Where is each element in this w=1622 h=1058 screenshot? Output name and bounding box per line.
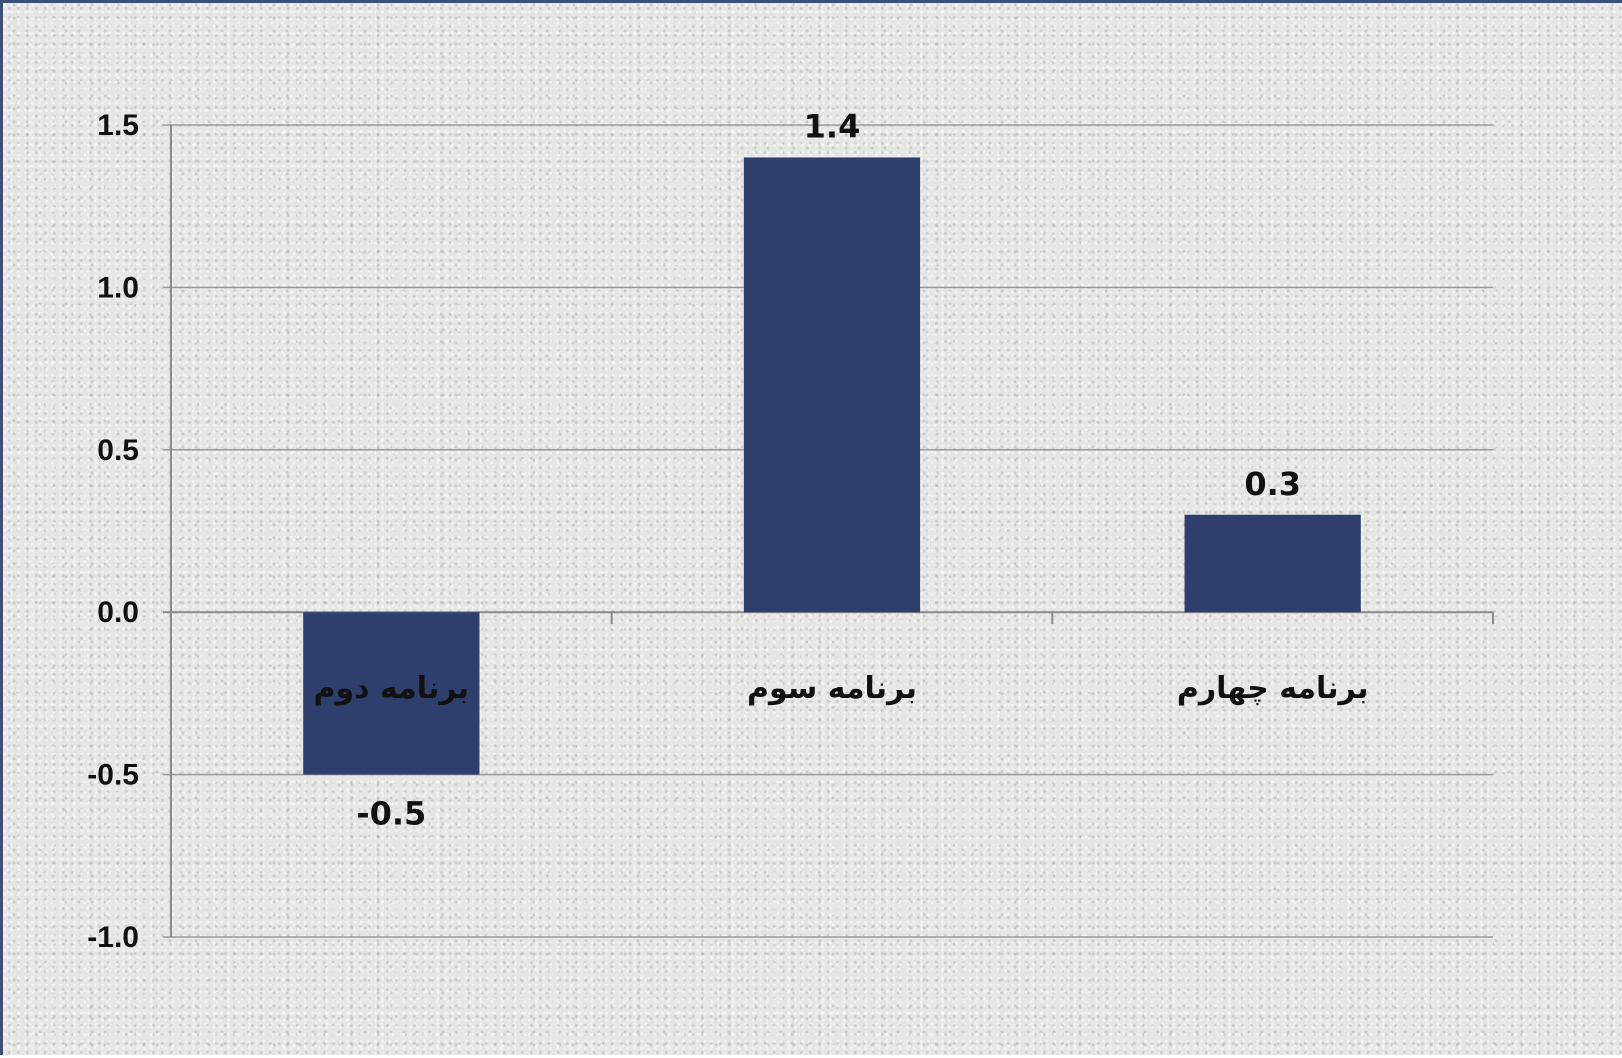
category-label: برنامه چهارم (1177, 671, 1369, 706)
y-tick-label: 0.5 (97, 434, 139, 467)
y-tick-label: 1.5 (97, 109, 139, 142)
y-tick-label: 1.0 (97, 271, 139, 304)
y-tick-label: 0.0 (97, 596, 139, 629)
y-tick-label: -1.0 (87, 921, 139, 954)
bars (303, 157, 1361, 775)
bar (743, 157, 921, 613)
axes (170, 125, 1494, 937)
labels: 1.5 1.0 0.5 0.0 -0.5 -1.0 -0.5 برنامه دوم 1.4 برن… (87, 107, 1368, 954)
category-label: برنامه دوم (313, 671, 469, 706)
bar (303, 612, 480, 775)
data-label: 0.3 (1244, 465, 1301, 503)
category-label: برنامه سوم (747, 671, 917, 706)
bar (1184, 514, 1361, 613)
bar-chart: 1.5 1.0 0.5 0.0 -0.5 -1.0 -0.5 برنامه دوم 1.4 برن… (87, 107, 1494, 954)
data-label: -0.5 (356, 795, 426, 833)
y-tick-label: -0.5 (87, 759, 139, 792)
data-label: 1.4 (804, 107, 861, 145)
